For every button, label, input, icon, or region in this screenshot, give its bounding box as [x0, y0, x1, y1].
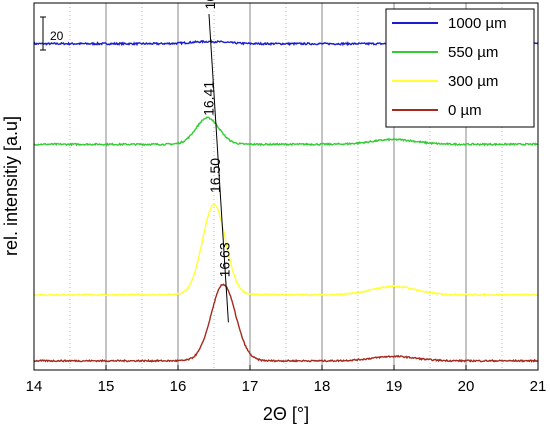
x-tick-label: 19	[386, 378, 403, 395]
scale-bar: 20	[40, 16, 64, 51]
peak-label-3: 16.63	[216, 242, 232, 277]
legend-label-0: 1000 µm	[448, 15, 507, 32]
legend-label-3: 0 µm	[448, 102, 482, 119]
series-line-3	[33, 283, 539, 363]
series-line-1	[33, 116, 539, 147]
series-line-2	[33, 203, 539, 298]
peak-label-0: 16.43	[202, 0, 218, 10]
peak-label-2: 16.50	[207, 158, 223, 193]
x-tick-label: 16	[170, 378, 187, 395]
x-tick-label: 15	[98, 378, 115, 395]
legend-label-2: 300 µm	[448, 73, 498, 90]
x-axis-ticks: 14 15 16 17 18 19 20 21	[26, 365, 547, 395]
x-tick-label: 14	[26, 378, 43, 395]
legend: 1000 µm 550 µm 300 µm 0 µm	[385, 8, 535, 128]
x-tick-label: 20	[458, 378, 475, 395]
x-axis-label: 2Θ [°]	[263, 404, 309, 424]
y-axis-label: rel. intensitiy [a.u]	[1, 116, 21, 256]
x-tick-label: 17	[242, 378, 259, 395]
x-tick-label: 21	[530, 378, 547, 395]
plot-frame	[33, 2, 539, 371]
peak-labels: 16.43 16.41 16.50 16.63	[201, 0, 233, 277]
legend-box	[385, 8, 535, 128]
grid-lines	[69, 3, 503, 370]
x-tick-label: 18	[314, 378, 331, 395]
peak-label-1: 16.41	[201, 81, 217, 116]
legend-label-1: 550 µm	[448, 44, 498, 61]
scale-bar-label: 20	[50, 29, 64, 43]
peak-trend-line	[208, 13, 229, 323]
